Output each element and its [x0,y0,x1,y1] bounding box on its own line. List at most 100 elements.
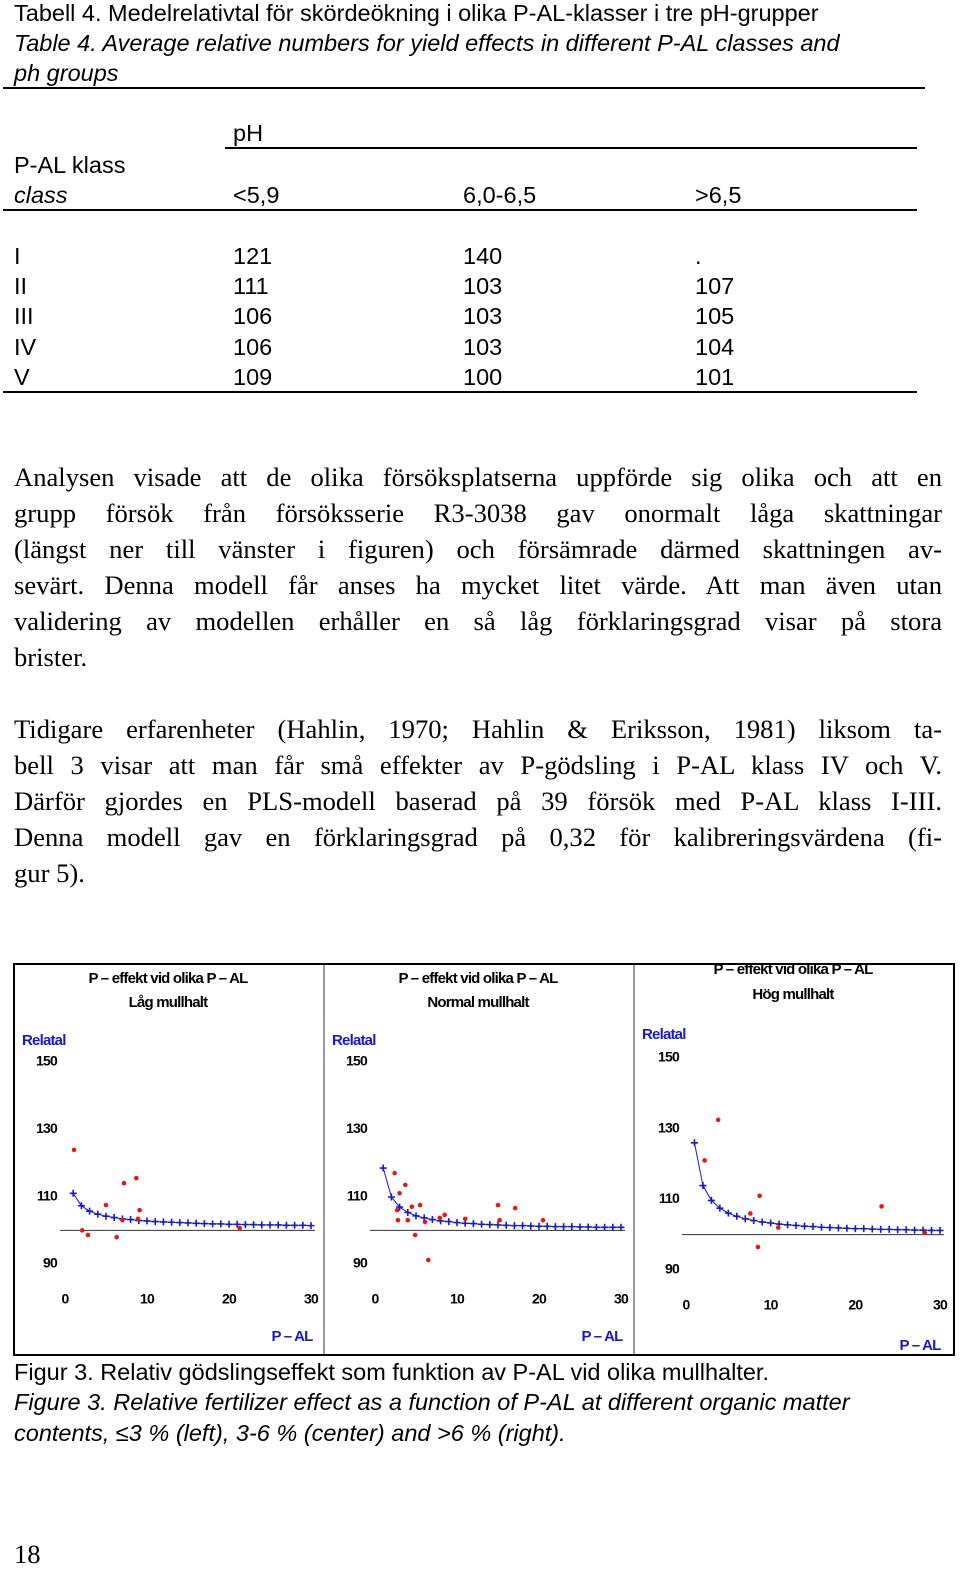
fitted-marker [151,1218,159,1226]
observed-point [495,1202,501,1208]
fitted-marker [741,1215,749,1223]
fitted-marker [307,1222,315,1230]
column-header: <5,9 [233,182,280,208]
observed-point [120,1217,125,1223]
x-tick-label: 0 [683,1297,691,1313]
fitted-marker [200,1220,208,1228]
fitted-marker [233,1220,241,1228]
y-tick-label: 130 [346,1120,368,1136]
paragraph-line: sevärt. Denna modell får anses ha mycket… [14,570,942,600]
paragraph-line: (längst ner till vänster i figuren) och … [14,534,942,564]
fitted-marker [592,1223,600,1231]
figure-caption: Figur 3. Relativ gödslingseffekt som fun… [14,1359,769,1385]
fitted-marker [894,1226,902,1234]
observed-point [497,1217,502,1223]
fitted-marker [250,1221,258,1229]
fitted-marker [716,1204,724,1212]
y-tick-label: 130 [658,1119,680,1135]
observed-point [237,1225,242,1231]
table-cell: 104 [695,333,735,360]
fitted-marker [469,1220,477,1228]
observed-point [437,1215,443,1221]
y-tick-label: 90 [665,1261,680,1277]
x-axis-label: P – AL [899,1337,941,1354]
fitted-marker [801,1222,809,1230]
y-tick-label: 90 [353,1255,368,1271]
table-caption-en: ph groups [14,60,119,86]
observed-point [405,1217,411,1223]
fitted-marker [412,1212,420,1220]
fitted-marker [486,1221,494,1229]
x-tick-label: 10 [764,1297,779,1313]
panel-title: Hög mullhalt [752,986,834,1003]
x-axis-label: P – AL [581,1328,623,1345]
page-number: 18 [14,1539,41,1569]
fitted-marker [877,1225,885,1233]
x-tick-label: 20 [532,1291,547,1307]
y-tick-label: 150 [658,1049,680,1065]
observed-point [417,1202,423,1208]
y-tick-label: 130 [36,1120,58,1136]
paragraph-line: brister. [14,642,88,672]
fitted-marker [834,1224,842,1232]
fitted-marker [560,1223,568,1231]
fitted-marker [733,1212,741,1220]
observed-point [412,1232,418,1238]
paragraph-line: validering av modellen erhåller en så lå… [14,606,942,636]
observed-point [394,1207,400,1213]
fitted-marker [936,1226,944,1234]
fitted-marker [86,1207,94,1215]
fitted-marker [176,1219,184,1227]
fitted-marker [478,1220,486,1228]
observed-point [879,1204,884,1209]
fitted-marker [396,1203,404,1211]
x-tick-label: 30 [614,1291,629,1307]
table-cell: 106 [233,303,273,330]
fitted-marker [826,1224,834,1232]
fitted-marker [792,1221,800,1229]
observed-point [137,1207,142,1213]
row-header: class [14,182,68,208]
observed-point [103,1202,109,1208]
fitted-marker [77,1202,85,1210]
fitted-marker [217,1220,225,1228]
fitted-marker [94,1210,102,1218]
x-tick-label: 20 [222,1291,237,1307]
table-cell: 106 [233,333,273,360]
fitted-marker [299,1221,307,1229]
fitted-marker [379,1164,387,1172]
fitted-marker [168,1218,176,1226]
table-cell: 111 [233,273,269,300]
fitted-marker [617,1223,625,1231]
panel-title: Normal mullhalt [427,994,529,1011]
fitted-marker [258,1221,266,1229]
fitted-marker [282,1221,290,1229]
fitted-marker [576,1223,584,1231]
fitted-marker [817,1223,825,1231]
fitted-marker [291,1221,299,1229]
fitted-marker [609,1223,617,1231]
fitted-marker [584,1223,592,1231]
observed-point [426,1257,431,1263]
fitted-marker [724,1209,732,1217]
table-rule [3,391,917,393]
y-axis-label: Relatal [332,1032,376,1049]
observed-point [422,1219,428,1225]
y-tick-label: 150 [346,1053,368,1069]
row-header: P-AL klass [14,152,126,178]
fitted-marker [69,1189,77,1197]
y-tick-label: 110 [37,1187,58,1203]
x-tick-label: 10 [140,1291,155,1307]
fitted-marker [707,1196,715,1204]
observed-point [702,1158,707,1163]
observed-point [392,1170,397,1176]
observed-point [922,1230,928,1236]
paragraph-line: Därför gjordes en PLS-modell baserad på … [14,786,942,816]
table-cell: 121 [233,243,273,269]
y-tick-label: 150 [36,1053,58,1069]
fitted-marker [843,1224,851,1232]
figure-caption-en: Figure 3. Relative fertilizer effect as … [14,1389,850,1415]
observed-point [715,1117,721,1123]
fitted-marker [192,1219,200,1227]
